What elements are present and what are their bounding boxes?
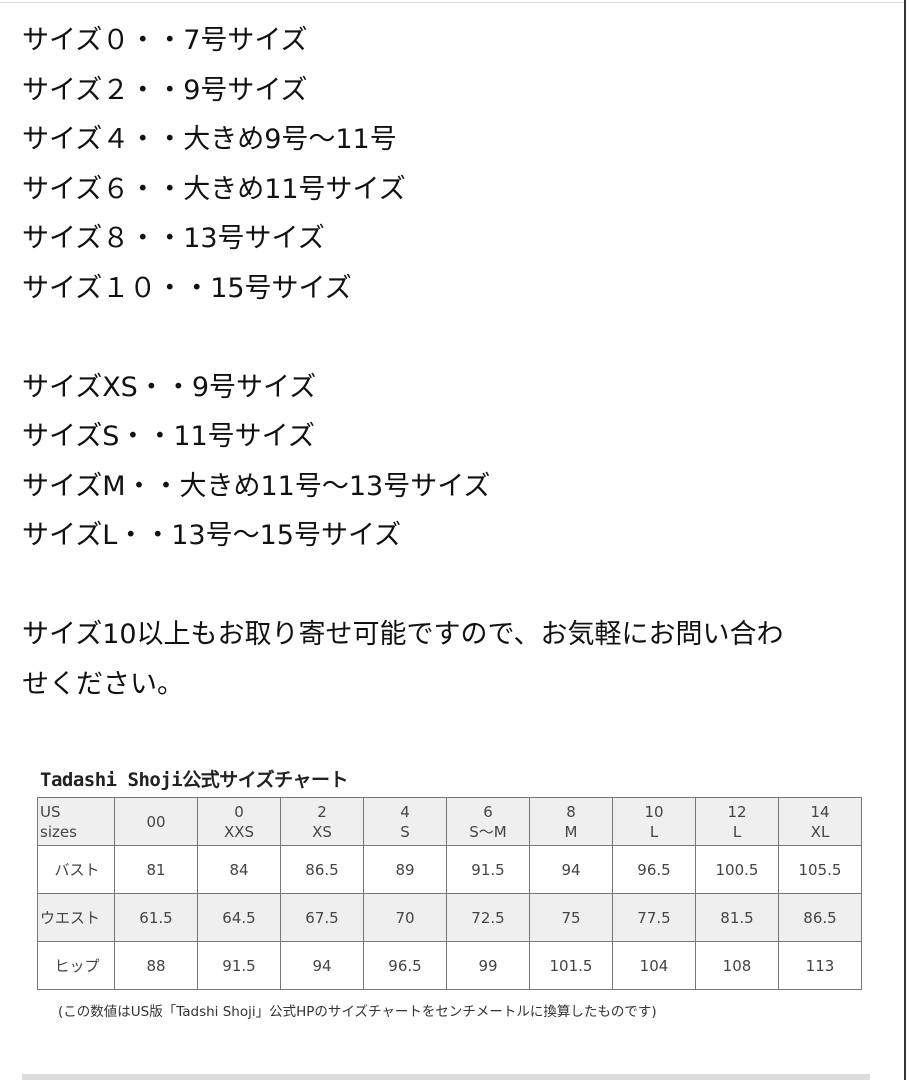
row-label: バスト <box>37 845 115 894</box>
table-cell: 89 <box>363 845 447 894</box>
header-label: US sizes <box>37 797 115 846</box>
table-cell: 96.5 <box>363 941 447 990</box>
row-label: ウエスト <box>37 893 115 942</box>
table-row: ウエスト 61.5 64.5 67.5 70 72.5 75 77.5 81.5 86.5 <box>37 893 862 942</box>
size-line: サイズ８・・13号サイズ <box>22 223 325 254</box>
size-header: 12 L <box>695 797 779 846</box>
size-line: サイズXS・・9号サイズ <box>22 371 317 403</box>
size-header: 0 XXS <box>197 797 281 846</box>
table-cell: 70 <box>363 893 447 942</box>
table-cell: 104 <box>612 941 696 990</box>
size-header: 14 XL <box>778 797 862 846</box>
table-cell: 99 <box>446 941 530 990</box>
table-cell: 67.5 <box>280 893 364 942</box>
size-chart-table: US sizes 00 0 XXS 2 XS 4 S 6 S～M 8 M 10 L 12 L 14 XL バスト 81 8… <box>37 797 862 990</box>
size-text: サイズ０・・7号サイズ サイズ２・・9号サイズ サイズ４・・大きめ9号～11号 … <box>22 16 892 709</box>
size-header: 00 <box>114 797 198 846</box>
table-cell: 64.5 <box>197 893 281 942</box>
size-header: 10 L <box>612 797 696 846</box>
table-cell: 61.5 <box>114 893 198 942</box>
table-cell: 94 <box>280 941 364 990</box>
table-cell: 113 <box>778 941 862 990</box>
size-line: サイズL・・13号～15号サイズ <box>22 520 402 551</box>
table-cell: 86.5 <box>280 845 364 894</box>
table-cell: 84 <box>197 845 281 894</box>
table-cell: 108 <box>695 941 779 990</box>
table-cell: 94 <box>529 845 613 894</box>
table-row: バスト 81 84 86.5 89 91.5 94 96.5 100.5 105.5 <box>37 845 862 894</box>
size-line: サイズ１０・・15号サイズ <box>22 272 352 304</box>
table-cell: 91.5 <box>197 941 281 990</box>
table-cell: 91.5 <box>446 845 530 894</box>
table-cell: 86.5 <box>778 893 862 942</box>
table-cell: 72.5 <box>446 893 530 942</box>
right-border <box>904 0 906 1080</box>
table-cell: 75 <box>529 893 613 942</box>
table-cell: 81.5 <box>695 893 779 942</box>
chart-note: (この数値はUS版「Tadshi Shoji」公式HPのサイズチャートをセンチメ… <box>58 1004 657 1020</box>
table-cell: 105.5 <box>778 845 862 894</box>
table-cell: 100.5 <box>695 845 779 894</box>
paragraph-line: サイズ10以上もお取り寄せ可能ですので、お気軽にお問い合わ <box>22 619 784 650</box>
table-cell: 88 <box>114 941 198 990</box>
chart-title: Tadashi Shoji公式サイズチャート <box>40 769 348 791</box>
size-line: サイズS・・11号サイズ <box>22 421 315 452</box>
table-cell: 77.5 <box>612 893 696 942</box>
size-header: 6 S～M <box>446 797 530 846</box>
row-label: ヒップ <box>37 941 115 990</box>
size-line: サイズM・・大きめ11号～13号サイズ <box>22 470 491 502</box>
table-row: ヒップ 88 91.5 94 96.5 99 101.5 104 108 113 <box>37 941 862 990</box>
paragraph-line: せください。 <box>22 668 184 700</box>
size-header: 2 XS <box>280 797 364 846</box>
size-line: サイズ６・・大きめ11号サイズ <box>22 173 406 205</box>
size-line: サイズ４・・大きめ9号～11号 <box>22 124 397 155</box>
table-cell: 96.5 <box>612 845 696 894</box>
size-line: サイズ０・・7号サイズ <box>22 25 308 56</box>
top-divider <box>0 2 906 3</box>
table-cell: 81 <box>114 845 198 894</box>
header-row: US sizes 00 0 XXS 2 XS 4 S 6 S～M 8 M 10 L 12 L 14 XL <box>37 797 862 846</box>
table-cell: 101.5 <box>529 941 613 990</box>
size-line: サイズ２・・9号サイズ <box>22 74 308 106</box>
bottom-bar <box>22 1074 870 1080</box>
